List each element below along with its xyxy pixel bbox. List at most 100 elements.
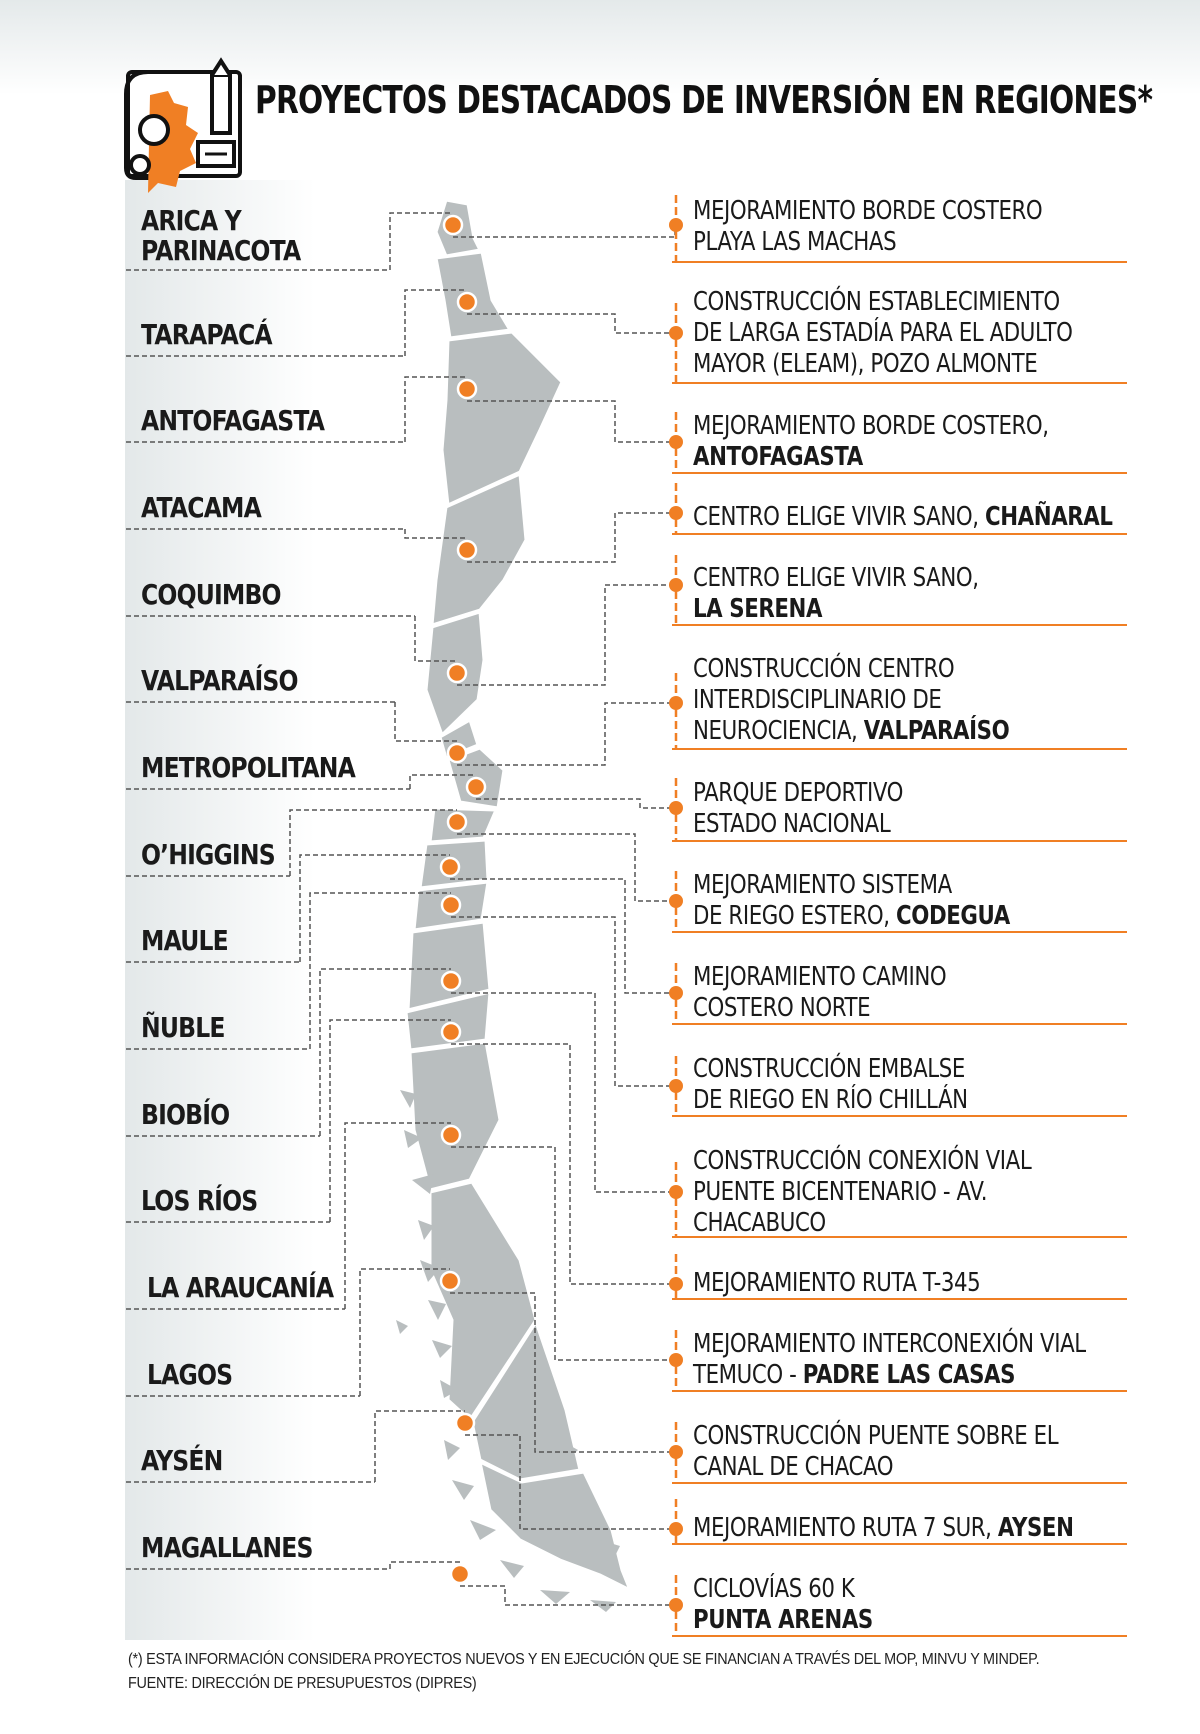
region-connector [394, 702, 457, 742]
map-location-dot [439, 856, 461, 878]
project-dot [669, 696, 683, 710]
map-location-dot [440, 1021, 462, 1043]
project-label-7: PARQUE DEPORTIVO ESTADO NACIONAL [693, 778, 904, 839]
region-underlines [126, 269, 415, 1570]
page-title: PROYECTOS DESTACADOS DE INVERSIÓN EN REG… [255, 78, 1153, 122]
region-label-nuble: ÑUBLE [141, 1011, 225, 1044]
project-connector [457, 833, 672, 902]
project-label-2: CONSTRUCCIÓN ESTABLECIMIENTO DE LARGA EST… [693, 287, 1073, 379]
region-connector [404, 289, 467, 356]
project-label-16: CICLOVÍAS 60 K PUNTA ARENAS [693, 1574, 873, 1635]
map-location-dot [440, 1124, 462, 1146]
project-connector [467, 512, 672, 563]
map-location-dot [440, 970, 462, 992]
project-dot [669, 326, 683, 340]
project-dot [669, 1185, 683, 1199]
project-label-12: MEJORAMIENTO RUTA T-345 [693, 1268, 981, 1298]
chile-map [396, 198, 633, 1612]
region-label-los-rios: LOS RÍOS [141, 1184, 258, 1217]
project-connector [451, 1146, 672, 1361]
region-connector [404, 529, 467, 539]
map-location-dot [454, 1412, 476, 1434]
project-label-13: MEJORAMIENTO INTERCONEXIÓN VIAL TEMUCO - … [693, 1329, 1086, 1390]
region-label-biobio: BIOBÍO [141, 1098, 230, 1131]
project-connector [460, 1585, 672, 1606]
project-label-8: MEJORAMIENTO SISTEMA DE RIEGO ESTERO, COD… [693, 870, 1010, 931]
region-column-band [125, 180, 315, 1640]
project-label-5: CENTRO ELIGE VIVIR SANO, LA SERENA [693, 563, 979, 624]
project-dot [669, 435, 683, 449]
region-connector [344, 1122, 451, 1309]
project-dot [669, 1079, 683, 1093]
project-label-3: MEJORAMIENTO BORDE COSTERO, ANTOFAGASTA [693, 411, 1049, 472]
project-connector [451, 916, 672, 1087]
region-connector [329, 1019, 451, 1222]
region-connector [389, 212, 453, 270]
region-connector [409, 774, 476, 789]
region-label-atacama: ATACAMA [141, 491, 262, 524]
project-dot [669, 1445, 683, 1459]
project-connector [467, 400, 672, 443]
map-region-aysen [470, 1318, 582, 1482]
region-connector [289, 809, 457, 876]
region-label-tarapaca: TARAPACÁ [141, 318, 273, 351]
project-dot [669, 1598, 683, 1612]
project-connector [457, 702, 672, 766]
map-region-biobio [406, 920, 492, 1012]
map-location-dot [440, 894, 462, 916]
project-dot [669, 218, 683, 232]
project-dot [669, 506, 683, 520]
blueprint-gear-pencil-icon [124, 57, 242, 193]
connector-lines [289, 212, 676, 1606]
project-connector [476, 798, 672, 809]
project-label-1: MEJORAMIENTO BORDE COSTERO PLAYA LAS MACH… [693, 196, 1043, 257]
map-location-dot [456, 539, 478, 561]
project-connector [451, 992, 672, 1193]
project-dot [669, 801, 683, 815]
location-dots [439, 214, 683, 1612]
map-location-dot [456, 378, 478, 400]
region-label-la-araucania: LA ARAUCANÍA [147, 1271, 334, 1304]
region-label-antofagasta: ANTOFAGASTA [141, 404, 325, 437]
map-region-antofagasta [440, 330, 564, 508]
region-connector [404, 376, 467, 442]
region-label-magallanes: MAGALLANES [141, 1531, 313, 1564]
footnote: (*) ESTA INFORMACIÓN CONSIDERA PROYECTOS… [128, 1651, 1040, 1692]
region-connector [414, 616, 457, 662]
project-label-15: MEJORAMIENTO RUTA 7 SUR, AYSEN [693, 1513, 1074, 1543]
map-location-dot [446, 811, 468, 833]
project-connector [467, 313, 672, 334]
region-connector [389, 1561, 460, 1569]
project-connector [450, 1292, 672, 1453]
map-islands [396, 1090, 620, 1612]
project-connector [457, 584, 672, 686]
map-region-araucania [408, 1040, 502, 1192]
project-connector [453, 224, 676, 238]
map-region-losrios [404, 990, 492, 1052]
region-label-aysen: AYSÉN [141, 1444, 223, 1477]
region-connector [299, 854, 450, 962]
project-connector [450, 878, 672, 994]
project-label-10: CONSTRUCCIÓN EMBALSE DE RIEGO EN RÍO CHIL… [693, 1054, 968, 1115]
region-label-valparaiso: VALPARAÍSO [141, 664, 299, 697]
project-dot [669, 578, 683, 592]
project-dot [669, 894, 683, 908]
map-location-dot [449, 1563, 471, 1585]
project-connector [465, 1434, 672, 1530]
map-location-dot [446, 662, 468, 684]
project-label-6: CONSTRUCCIÓN CENTRO INTERDISCIPLINARIO DE… [693, 654, 1010, 746]
region-label-arica-y-parinacota: ARICA Y PARINACOTA [141, 204, 301, 267]
project-connector [451, 1043, 672, 1285]
region-connector [309, 892, 451, 1049]
region-connector [359, 1268, 450, 1396]
project-label-4: CENTRO ELIGE VIVIR SANO, CHAÑARAL [693, 502, 1113, 532]
project-dot [669, 1277, 683, 1291]
map-location-dot [465, 776, 487, 798]
region-connector [374, 1410, 465, 1482]
map-region-atacama [430, 471, 528, 628]
project-label-11: CONSTRUCCIÓN CONEXIÓN VIAL PUENTE BICENTE… [693, 1146, 1032, 1238]
map-region-magallanes [477, 1459, 633, 1594]
region-label-ohiggins: O’HIGGINS [141, 838, 276, 871]
